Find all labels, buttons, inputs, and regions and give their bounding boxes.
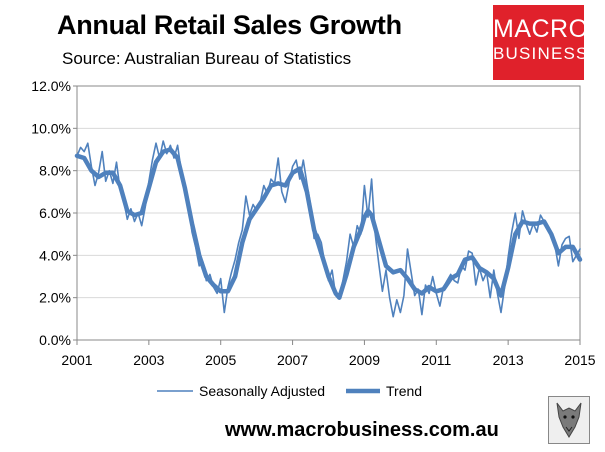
y-tick-label: 4.0% (39, 247, 71, 263)
x-tick-label: 2013 (493, 352, 524, 368)
chart-source: Source: Australian Bureau of Statistics (62, 49, 352, 68)
logo-line-2: BUSINESS (493, 44, 589, 63)
y-tick-label: 10.0% (31, 120, 71, 136)
y-tick-label: 0.0% (39, 332, 71, 348)
y-tick-label: 2.0% (39, 290, 71, 306)
legend-label-trend: Trend (386, 383, 422, 399)
x-tick-label: 2001 (61, 352, 92, 368)
x-tick-label: 2011 (421, 352, 451, 368)
gridlines (77, 127, 580, 299)
y-tick-label: 12.0% (31, 78, 71, 94)
legend-label-seasonally-adjusted: Seasonally Adjusted (199, 383, 325, 399)
x-tick-label: 2009 (349, 352, 380, 368)
logo-line-1: MACRO (493, 15, 589, 43)
legend: Seasonally Adjusted Trend (157, 383, 422, 399)
chart-title: Annual Retail Sales Growth (57, 10, 402, 40)
y-tick-label: 8.0% (39, 163, 71, 179)
y-tick-label: 6.0% (39, 205, 71, 221)
y-axis-ticks: 0.0% 2.0% 4.0% 6.0% 8.0% 10.0% 12.0% (31, 78, 77, 348)
x-axis-ticks: 2001 2003 2005 2007 2009 2011 2013 2015 (61, 340, 596, 368)
wolf-logo (548, 396, 590, 444)
x-tick-label: 2003 (133, 352, 164, 368)
macrobusiness-logo: MACRO BUSINESS (493, 5, 589, 80)
series-lines (74, 140, 583, 318)
website-url: www.macrobusiness.com.au (225, 419, 499, 441)
x-tick-label: 2007 (277, 352, 308, 368)
x-tick-label: 2015 (564, 352, 595, 368)
series-line-trend (74, 147, 583, 300)
x-tick-label: 2005 (205, 352, 236, 368)
